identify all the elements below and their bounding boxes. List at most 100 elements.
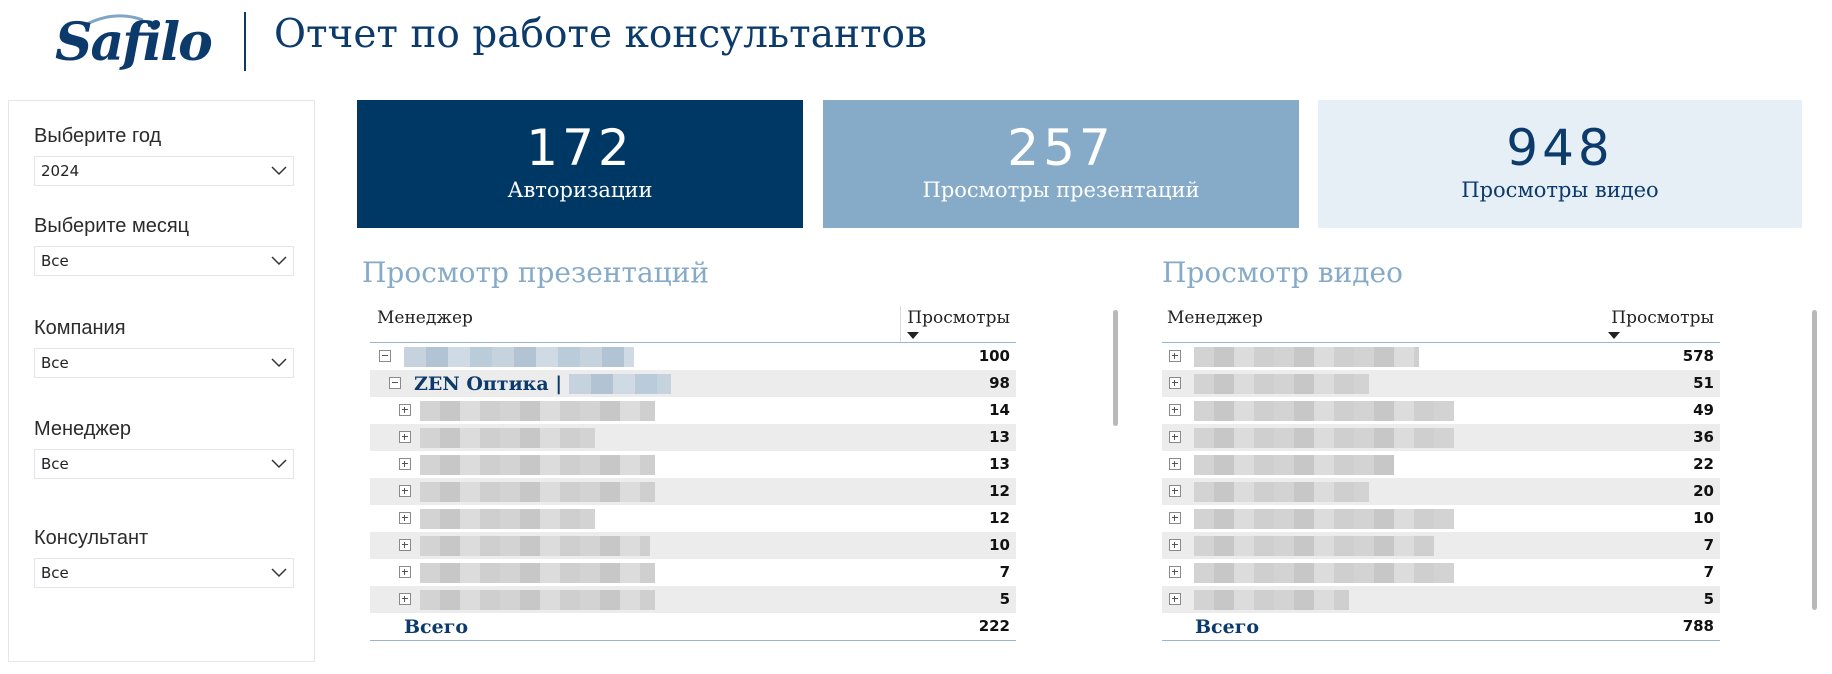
consultant-dropdown[interactable]: Все [34, 558, 294, 588]
redacted-name [404, 347, 634, 367]
expand-icon[interactable] [1169, 350, 1181, 362]
table-row: 49 [1162, 397, 1720, 424]
month-dropdown[interactable]: Все [34, 246, 294, 276]
expand-icon[interactable] [1169, 593, 1181, 605]
redacted-name [1194, 374, 1369, 394]
collapse-icon[interactable] [379, 350, 391, 362]
table-row: 22 [1162, 451, 1720, 478]
kpi-authorizations-label: Авторизации [507, 178, 653, 202]
table-row: 578 [1162, 343, 1720, 370]
column-header-manager[interactable]: Менеджер [1167, 308, 1263, 328]
group-label: ZEN Оптика | [414, 373, 563, 395]
collapse-icon[interactable] [389, 377, 401, 389]
filter-consultant: Консультант Все [34, 527, 294, 588]
kpi-video-views-label: Просмотры видео [1461, 178, 1659, 202]
consultant-dropdown-value: Все [41, 564, 69, 582]
table-header: Менеджер Просмотры [1162, 306, 1720, 343]
page-title: Отчет по работе консультантов [274, 12, 927, 57]
redacted-name [420, 482, 655, 502]
row-value: 36 [1693, 428, 1714, 446]
table-row-group: ZEN Оптика | 98 [370, 370, 1016, 397]
presentations-title: Просмотр презентаций [362, 256, 710, 289]
kpi-video-views-value: 948 [1506, 119, 1614, 177]
redacted-name [420, 509, 595, 529]
kpi-authorizations-value: 172 [526, 119, 634, 177]
total-label: Всего [1195, 616, 1260, 638]
expand-icon[interactable] [399, 431, 411, 443]
company-dropdown[interactable]: Все [34, 348, 294, 378]
expand-icon[interactable] [399, 458, 411, 470]
table-row: 100 [370, 343, 1016, 370]
expand-icon[interactable] [399, 512, 411, 524]
redacted-name [420, 428, 595, 448]
table-row: 12 [370, 505, 1016, 532]
expand-icon[interactable] [1169, 377, 1181, 389]
filter-manager-label: Менеджер [34, 418, 132, 440]
column-header-views[interactable]: Просмотры [907, 308, 1010, 328]
expand-icon[interactable] [1169, 458, 1181, 470]
redacted-name [1194, 401, 1454, 421]
chevron-down-icon [271, 459, 287, 469]
filter-consultant-label: Консультант [34, 527, 149, 549]
logo-swoosh-icon [86, 14, 144, 26]
filter-month: Выберите месяц Все [34, 215, 294, 276]
expand-icon[interactable] [1169, 539, 1181, 551]
row-value: 7 [1703, 536, 1714, 554]
sort-desc-icon[interactable] [907, 332, 919, 339]
redacted-name [1194, 509, 1454, 529]
column-divider [900, 306, 901, 342]
table-header: Менеджер Просмотры [370, 306, 1016, 343]
presentations-table: Менеджер Просмотры 100 ZEN Оптика | 98 1… [370, 306, 1016, 641]
expand-icon[interactable] [399, 539, 411, 551]
table-row: 20 [1162, 478, 1720, 505]
logo-text: Safilo [55, 12, 213, 73]
table-row: 14 [370, 397, 1016, 424]
year-dropdown[interactable]: 2024 [34, 156, 294, 186]
row-value: 7 [1703, 563, 1714, 581]
total-value: 222 [978, 617, 1010, 635]
row-value: 14 [989, 401, 1010, 419]
table-row: 36 [1162, 424, 1720, 451]
chevron-down-icon [271, 166, 287, 176]
row-value: 7 [999, 563, 1010, 581]
expand-icon[interactable] [1169, 566, 1181, 578]
column-header-views[interactable]: Просмотры [1611, 308, 1714, 328]
header-divider [244, 12, 246, 71]
videos-scrollbar[interactable] [1812, 310, 1817, 610]
row-value: 20 [1693, 482, 1714, 500]
redacted-name [420, 401, 655, 421]
expand-icon[interactable] [1169, 404, 1181, 416]
row-value: 10 [1693, 509, 1714, 527]
month-dropdown-value: Все [41, 252, 69, 270]
chevron-down-icon [271, 358, 287, 368]
filter-manager: Менеджер Все [34, 418, 294, 479]
row-value: 578 [1682, 347, 1714, 365]
redacted-name [1194, 428, 1454, 448]
row-value: 100 [978, 347, 1010, 365]
column-header-manager[interactable]: Менеджер [377, 308, 473, 328]
expand-icon[interactable] [1169, 485, 1181, 497]
year-dropdown-value: 2024 [41, 162, 80, 180]
expand-icon[interactable] [399, 566, 411, 578]
expand-icon[interactable] [1169, 512, 1181, 524]
table-total-row: Всего 788 [1162, 613, 1720, 641]
table-row: 5 [1162, 586, 1720, 613]
chevron-down-icon [271, 256, 287, 266]
expand-icon[interactable] [1169, 431, 1181, 443]
redacted-name [1194, 482, 1369, 502]
safilo-logo: Safilo [55, 12, 225, 73]
table-row: 7 [1162, 559, 1720, 586]
expand-icon[interactable] [399, 593, 411, 605]
manager-dropdown[interactable]: Все [34, 449, 294, 479]
filter-month-label: Выберите месяц [34, 215, 190, 237]
table-row: 10 [1162, 505, 1720, 532]
sort-desc-icon[interactable] [1608, 332, 1620, 339]
row-value: 5 [999, 590, 1010, 608]
redacted-name [1194, 563, 1454, 583]
expand-icon[interactable] [399, 485, 411, 497]
presentations-scrollbar[interactable] [1113, 310, 1118, 426]
table-row: 5 [370, 586, 1016, 613]
expand-icon[interactable] [399, 404, 411, 416]
row-value: 5 [1703, 590, 1714, 608]
row-value: 10 [989, 536, 1010, 554]
